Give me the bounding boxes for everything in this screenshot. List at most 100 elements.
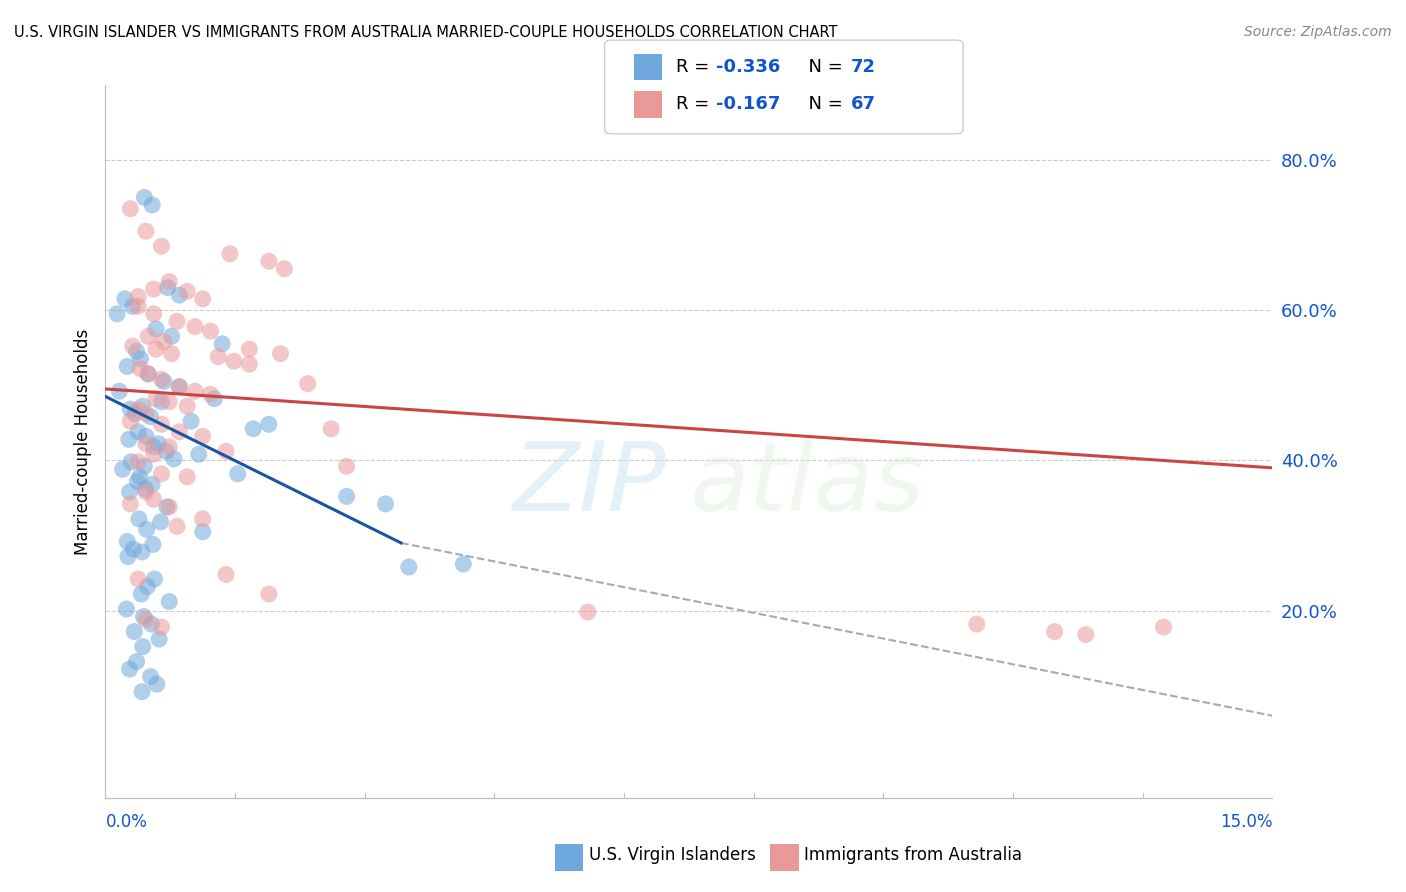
Point bbox=[136, 367, 159, 381]
Point bbox=[120, 497, 142, 511]
Point bbox=[118, 662, 141, 676]
Point bbox=[122, 541, 145, 556]
Point bbox=[1043, 624, 1066, 639]
Point bbox=[132, 640, 155, 654]
Point bbox=[105, 307, 128, 321]
Point bbox=[135, 484, 157, 499]
Point bbox=[145, 392, 167, 406]
Point bbox=[238, 342, 260, 356]
Point bbox=[226, 467, 249, 481]
Point bbox=[120, 402, 142, 417]
Point bbox=[191, 292, 214, 306]
Point bbox=[187, 447, 209, 461]
Point bbox=[319, 422, 342, 436]
Point bbox=[242, 422, 264, 436]
Point bbox=[127, 299, 149, 313]
Text: 72: 72 bbox=[851, 58, 876, 76]
Point bbox=[150, 620, 173, 634]
Point bbox=[121, 299, 143, 313]
Point bbox=[176, 399, 198, 413]
Point bbox=[136, 329, 159, 343]
Point bbox=[120, 414, 142, 428]
Point bbox=[115, 359, 138, 374]
Text: 67: 67 bbox=[851, 95, 876, 113]
Point bbox=[142, 282, 165, 296]
Point bbox=[374, 497, 396, 511]
Point bbox=[141, 477, 163, 491]
Text: ZIP: ZIP bbox=[512, 438, 665, 531]
Point bbox=[200, 387, 222, 401]
Point bbox=[191, 429, 214, 443]
Point bbox=[135, 407, 157, 421]
Point bbox=[297, 376, 319, 391]
Point bbox=[114, 292, 136, 306]
Point bbox=[135, 429, 157, 443]
Point bbox=[142, 537, 165, 551]
Text: Immigrants from Australia: Immigrants from Australia bbox=[804, 846, 1022, 863]
Point bbox=[127, 425, 149, 439]
Point bbox=[115, 534, 138, 549]
Point bbox=[153, 334, 174, 349]
Point bbox=[336, 489, 359, 503]
Point bbox=[176, 470, 198, 484]
Point bbox=[191, 512, 214, 526]
Text: R =: R = bbox=[676, 58, 716, 76]
Point bbox=[134, 190, 156, 204]
Point bbox=[157, 440, 180, 454]
Point bbox=[336, 459, 359, 474]
Point bbox=[202, 392, 225, 406]
Point bbox=[200, 324, 222, 338]
Point bbox=[215, 567, 238, 582]
Point bbox=[146, 677, 169, 691]
Point bbox=[117, 549, 139, 564]
Point bbox=[157, 594, 180, 608]
Point bbox=[136, 580, 159, 594]
Point bbox=[118, 484, 141, 499]
Point bbox=[141, 198, 163, 212]
Point bbox=[142, 440, 165, 454]
Point bbox=[207, 350, 229, 364]
Point bbox=[139, 670, 162, 684]
Point bbox=[127, 475, 149, 489]
Point bbox=[191, 524, 214, 539]
Point bbox=[219, 246, 242, 260]
Point bbox=[184, 384, 207, 399]
Point bbox=[145, 322, 167, 336]
Point bbox=[169, 380, 191, 394]
Point bbox=[127, 402, 149, 417]
Point bbox=[139, 409, 162, 424]
Point bbox=[122, 624, 145, 639]
Point bbox=[157, 275, 180, 289]
Point bbox=[120, 202, 142, 216]
Point bbox=[135, 523, 157, 537]
Point bbox=[270, 346, 292, 360]
Point bbox=[134, 459, 156, 474]
Point bbox=[135, 224, 157, 238]
Point bbox=[142, 492, 165, 507]
Point bbox=[143, 572, 166, 586]
Point bbox=[115, 602, 138, 616]
Point bbox=[166, 314, 188, 328]
Point bbox=[160, 329, 183, 343]
Point bbox=[127, 572, 149, 586]
Point bbox=[398, 560, 420, 574]
Point bbox=[120, 455, 142, 469]
Text: U.S. Virgin Islanders: U.S. Virgin Islanders bbox=[589, 846, 756, 863]
Point bbox=[176, 285, 198, 299]
Text: U.S. VIRGIN ISLANDER VS IMMIGRANTS FROM AUSTRALIA MARRIED-COUPLE HOUSEHOLDS CORR: U.S. VIRGIN ISLANDER VS IMMIGRANTS FROM … bbox=[14, 25, 838, 40]
Point bbox=[150, 417, 173, 432]
Point bbox=[118, 432, 141, 446]
Point bbox=[150, 467, 173, 481]
Point bbox=[157, 500, 180, 514]
Point bbox=[132, 609, 155, 624]
Text: Source: ZipAtlas.com: Source: ZipAtlas.com bbox=[1244, 25, 1392, 39]
Point bbox=[108, 384, 131, 399]
Point bbox=[141, 617, 163, 632]
Point bbox=[184, 319, 207, 334]
Point bbox=[180, 414, 202, 428]
Text: -0.336: -0.336 bbox=[716, 58, 780, 76]
Point bbox=[142, 447, 165, 461]
Point bbox=[136, 367, 159, 381]
Point bbox=[142, 307, 165, 321]
Point bbox=[129, 587, 152, 601]
